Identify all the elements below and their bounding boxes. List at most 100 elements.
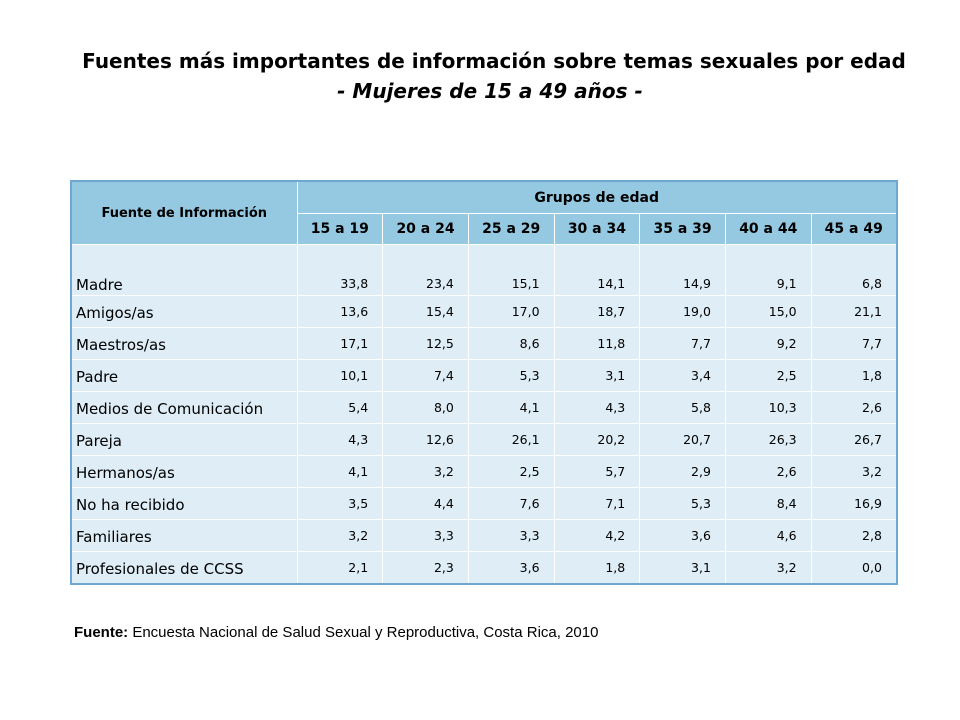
value-cell: 26,7 [810, 423, 898, 456]
age-header-row: 15 a 19 20 a 24 25 a 29 30 a 34 35 a 39 40 a … [71, 213, 898, 245]
table-header-row: Fuente de Información Grupos de edad [70, 180, 898, 245]
table-row: No ha recibido 3,5 4,4 7,6 7,1 5,3 8,4 16,9 [70, 487, 898, 520]
value-cell: 17,1 [296, 327, 384, 360]
age-column-header: 15 a 19 [296, 213, 384, 245]
value-cell: 9,1 [724, 244, 812, 296]
value-cell: 21,1 [810, 295, 898, 328]
title-block: Fuentes más importantes de información s… [0, 46, 960, 106]
value-cell: 7,7 [639, 327, 726, 360]
value-cell: 2,6 [810, 391, 898, 424]
value-cell: 26,1 [467, 423, 555, 456]
source-text: Encuesta Nacional de Salud Sexual y Repr… [128, 624, 599, 641]
value-cell: 2,8 [810, 519, 898, 552]
value-cell: 14,9 [639, 244, 726, 296]
value-cell: 2,6 [724, 455, 812, 488]
value-cell: 5,3 [467, 359, 555, 392]
value-cell: 15,4 [382, 295, 469, 328]
row-label: Pareja [70, 423, 298, 456]
value-cell: 26,3 [724, 423, 812, 456]
age-column-header: 25 a 29 [467, 213, 555, 245]
value-cell: 9,2 [724, 327, 812, 360]
value-cell: 3,1 [553, 359, 641, 392]
value-cell: 18,7 [553, 295, 641, 328]
row-label: Familiares [70, 519, 298, 552]
value-cell: 3,6 [467, 551, 555, 585]
value-cell: 11,8 [553, 327, 641, 360]
age-column-header: 30 a 34 [553, 213, 641, 245]
value-cell: 7,1 [553, 487, 641, 520]
value-cell: 17,0 [467, 295, 555, 328]
value-cell: 8,6 [467, 327, 555, 360]
source-label: Fuente: [74, 624, 129, 641]
table-row: Hermanos/as 4,1 3,2 2,5 5,7 2,9 2,6 3,2 [70, 455, 898, 488]
value-cell: 3,3 [467, 519, 555, 552]
page-subtitle: - Mujeres de 15 a 49 años - [337, 79, 643, 103]
value-cell: 0,0 [810, 551, 898, 585]
row-label: Hermanos/as [70, 455, 298, 488]
row-header-label: Fuente de Información [70, 180, 298, 245]
value-cell: 20,2 [553, 423, 641, 456]
page-title: Fuentes más importantes de información s… [82, 49, 906, 73]
value-cell: 4,1 [296, 455, 384, 488]
value-cell: 15,0 [724, 295, 812, 328]
table-row: Amigos/as 13,6 15,4 17,0 18,7 19,0 15,0 21,1 [70, 295, 898, 328]
value-cell: 7,7 [810, 327, 898, 360]
value-cell: 14,1 [553, 244, 641, 296]
value-cell: 2,3 [382, 551, 469, 585]
source-footnote: Fuente: Encuesta Nacional de Salud Sexua… [74, 624, 598, 641]
value-cell: 10,1 [296, 359, 384, 392]
age-column-header: 40 a 44 [724, 213, 812, 245]
row-label: Profesionales de CCSS [70, 551, 298, 585]
value-cell: 1,8 [810, 359, 898, 392]
value-cell: 3,4 [639, 359, 726, 392]
value-cell: 3,1 [639, 551, 726, 585]
value-cell: 4,2 [553, 519, 641, 552]
value-cell: 3,2 [296, 519, 384, 552]
value-cell: 3,6 [639, 519, 726, 552]
group-header-label: Grupos de edad [296, 180, 898, 214]
age-column-header: 20 a 24 [382, 213, 469, 245]
value-cell: 15,1 [467, 244, 555, 296]
value-cell: 23,4 [382, 244, 469, 296]
value-cell: 3,2 [382, 455, 469, 488]
row-label: Medios de Comunicación [70, 391, 298, 424]
value-cell: 4,3 [553, 391, 641, 424]
data-table: Fuente de Información Grupos de edad 15 … [70, 180, 898, 585]
table-row: Profesionales de CCSS 2,1 2,3 3,6 1,8 3,1 3,2 0… [70, 551, 898, 585]
table-row: Pareja 4,3 12,6 26,1 20,2 20,7 26,3 26,7 [70, 423, 898, 456]
value-cell: 5,4 [296, 391, 384, 424]
value-cell: 2,1 [296, 551, 384, 585]
value-cell: 16,9 [810, 487, 898, 520]
row-label: No ha recibido [70, 487, 298, 520]
value-cell: 13,6 [296, 295, 384, 328]
value-cell: 3,3 [382, 519, 469, 552]
value-cell: 2,5 [467, 455, 555, 488]
value-cell: 5,7 [553, 455, 641, 488]
table-row: Madre 33,8 23,4 15,1 14,1 14,9 9,1 6,8 [70, 244, 898, 296]
value-cell: 4,6 [724, 519, 812, 552]
value-cell: 3,5 [296, 487, 384, 520]
value-cell: 6,8 [810, 244, 898, 296]
value-cell: 19,0 [639, 295, 726, 328]
table-row: Maestros/as 17,1 12,5 8,6 11,8 7,7 9,2 7,7 [70, 327, 898, 360]
age-column-header: 45 a 49 [810, 213, 898, 245]
row-label: Amigos/as [70, 295, 298, 328]
table-row: Medios de Comunicación 5,4 8,0 4,1 4,3 5,8 10,… [70, 391, 898, 424]
value-cell: 3,2 [724, 551, 812, 585]
row-label: Madre [70, 244, 298, 296]
value-cell: 5,3 [639, 487, 726, 520]
value-cell: 4,3 [296, 423, 384, 456]
value-cell: 1,8 [553, 551, 641, 585]
value-cell: 5,8 [639, 391, 726, 424]
value-cell: 20,7 [639, 423, 726, 456]
row-label: Maestros/as [70, 327, 298, 360]
value-cell: 7,6 [467, 487, 555, 520]
value-cell: 10,3 [724, 391, 812, 424]
value-cell: 2,5 [724, 359, 812, 392]
age-column-header: 35 a 39 [639, 213, 726, 245]
value-cell: 7,4 [382, 359, 469, 392]
table-row: Familiares 3,2 3,3 3,3 4,2 3,6 4,6 2,8 [70, 519, 898, 552]
table-row: Padre 10,1 7,4 5,3 3,1 3,4 2,5 1,8 [70, 359, 898, 392]
value-cell: 3,2 [810, 455, 898, 488]
value-cell: 2,9 [639, 455, 726, 488]
